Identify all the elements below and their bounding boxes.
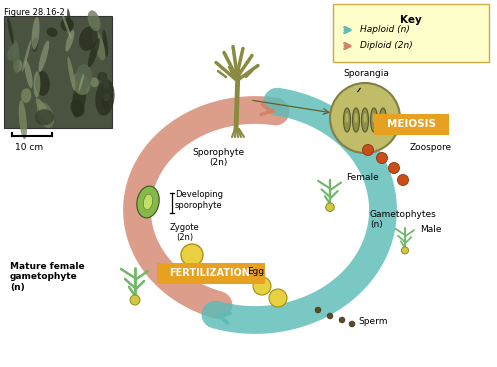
Ellipse shape <box>79 26 98 51</box>
Text: Developing
sporophyte: Developing sporophyte <box>175 190 223 210</box>
Ellipse shape <box>32 37 38 52</box>
Ellipse shape <box>47 28 58 37</box>
Ellipse shape <box>380 108 387 132</box>
Ellipse shape <box>100 72 109 89</box>
Ellipse shape <box>343 108 350 132</box>
Ellipse shape <box>361 108 368 132</box>
Ellipse shape <box>363 113 366 123</box>
Text: Key: Key <box>400 15 422 25</box>
Circle shape <box>339 317 345 323</box>
Circle shape <box>181 244 203 266</box>
Ellipse shape <box>352 108 359 132</box>
Text: 10 cm: 10 cm <box>15 143 43 152</box>
Ellipse shape <box>88 38 100 67</box>
Ellipse shape <box>33 71 40 98</box>
Ellipse shape <box>21 88 31 103</box>
Ellipse shape <box>13 60 22 72</box>
Circle shape <box>269 289 287 307</box>
Ellipse shape <box>18 100 27 139</box>
Ellipse shape <box>68 57 75 91</box>
Circle shape <box>330 83 400 153</box>
Ellipse shape <box>65 30 75 52</box>
Text: Sporangia: Sporangia <box>343 69 389 78</box>
Ellipse shape <box>137 186 159 218</box>
Circle shape <box>253 277 271 295</box>
Ellipse shape <box>62 12 72 39</box>
Ellipse shape <box>79 74 84 91</box>
Circle shape <box>130 295 140 305</box>
Text: Haploid (n): Haploid (n) <box>360 25 410 34</box>
Text: Gametophytes
(n): Gametophytes (n) <box>370 210 437 229</box>
Ellipse shape <box>37 102 54 128</box>
Ellipse shape <box>67 8 71 33</box>
Ellipse shape <box>35 109 54 125</box>
Ellipse shape <box>72 80 86 118</box>
Ellipse shape <box>143 194 153 210</box>
Ellipse shape <box>61 18 74 31</box>
Ellipse shape <box>76 64 92 88</box>
Ellipse shape <box>12 40 20 74</box>
Text: MEIOSIS: MEIOSIS <box>387 119 435 129</box>
Text: Zoospore: Zoospore <box>410 143 452 153</box>
FancyBboxPatch shape <box>157 262 264 283</box>
Text: Egg: Egg <box>248 267 264 276</box>
FancyBboxPatch shape <box>333 4 489 62</box>
Text: Sperm: Sperm <box>358 317 388 327</box>
Ellipse shape <box>72 73 90 95</box>
Ellipse shape <box>36 98 52 123</box>
Circle shape <box>326 203 334 211</box>
Ellipse shape <box>90 77 98 87</box>
Text: Male: Male <box>420 225 441 235</box>
FancyBboxPatch shape <box>374 113 448 134</box>
Circle shape <box>402 247 409 254</box>
Ellipse shape <box>92 29 105 61</box>
Ellipse shape <box>372 113 376 123</box>
Ellipse shape <box>87 10 100 31</box>
Ellipse shape <box>102 29 108 57</box>
Circle shape <box>389 163 400 174</box>
Ellipse shape <box>382 113 385 123</box>
Ellipse shape <box>103 93 110 101</box>
Text: Female: Female <box>346 174 379 182</box>
Ellipse shape <box>22 40 31 72</box>
Bar <box>4 16 112 128</box>
Ellipse shape <box>7 17 14 45</box>
Circle shape <box>315 307 321 313</box>
Ellipse shape <box>345 113 348 123</box>
Ellipse shape <box>97 72 107 81</box>
Text: Sporophyte
(2n): Sporophyte (2n) <box>192 148 244 167</box>
Ellipse shape <box>95 79 115 116</box>
Ellipse shape <box>32 17 40 50</box>
Circle shape <box>349 321 355 327</box>
Ellipse shape <box>370 108 378 132</box>
Circle shape <box>377 153 388 164</box>
Text: Mature female
gametophyte
(n): Mature female gametophyte (n) <box>10 262 84 292</box>
Ellipse shape <box>38 40 49 72</box>
Text: FERTILIZATION: FERTILIZATION <box>169 268 250 278</box>
Text: Figure 28.16-2: Figure 28.16-2 <box>4 8 65 17</box>
Ellipse shape <box>101 97 109 110</box>
Ellipse shape <box>71 99 84 116</box>
Circle shape <box>362 145 374 156</box>
FancyArrowPatch shape <box>344 27 350 33</box>
FancyArrowPatch shape <box>344 43 350 49</box>
Ellipse shape <box>354 113 357 123</box>
Ellipse shape <box>35 71 50 96</box>
Text: Zygote
(2n): Zygote (2n) <box>170 223 200 242</box>
Circle shape <box>327 313 333 319</box>
Ellipse shape <box>25 61 33 88</box>
Ellipse shape <box>7 44 18 61</box>
Circle shape <box>398 174 409 185</box>
Text: Diploid (2n): Diploid (2n) <box>360 41 413 51</box>
